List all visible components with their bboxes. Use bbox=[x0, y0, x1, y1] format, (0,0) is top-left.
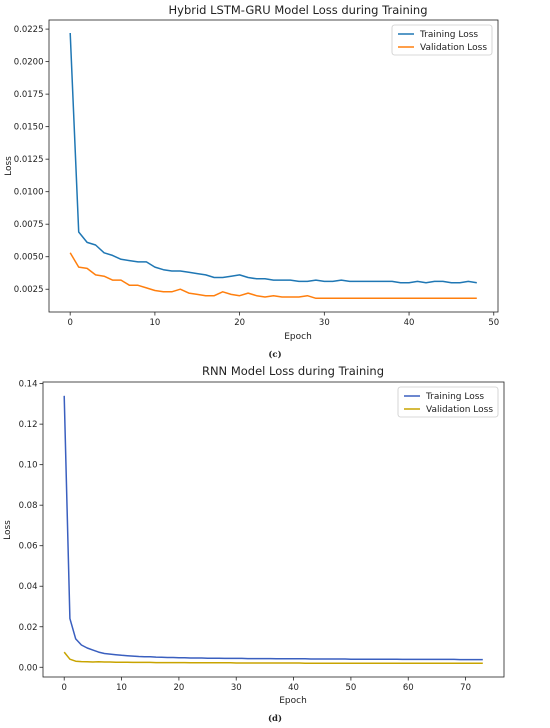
legend-box bbox=[391, 24, 493, 56]
plot-frame bbox=[48, 19, 499, 313]
y-tick-label: 0.12 bbox=[19, 420, 38, 430]
legend-box bbox=[397, 386, 499, 418]
chart-title: Hybrid LSTM-GRU Model Loss during Traini… bbox=[168, 3, 427, 17]
series-line-training-loss bbox=[69, 32, 477, 284]
legend-entry-label: Validation Loss bbox=[426, 405, 493, 415]
y-tick-label: 0.08 bbox=[19, 501, 38, 511]
x-tick-label: 30 bbox=[319, 318, 330, 328]
y-tick-label: 0.06 bbox=[19, 542, 38, 552]
x-tick-label: 60 bbox=[403, 683, 414, 693]
x-tick-label: 0 bbox=[67, 318, 72, 328]
x-axis-ticks: 0 10 20 30 40 50 bbox=[67, 312, 499, 328]
series-group bbox=[69, 32, 477, 300]
chart-hybrid-lstm-gru: Hybrid LSTM-GRU Model Loss during Traini… bbox=[4, 3, 499, 360]
y-axis-label: Loss bbox=[4, 156, 14, 176]
x-axis-ticks: 0 10 20 30 40 50 60 70 bbox=[62, 677, 471, 693]
series-line-validation-loss bbox=[63, 651, 483, 664]
x-tick-label: 20 bbox=[173, 683, 184, 693]
legend-entry-label: Validation Loss bbox=[420, 43, 487, 53]
x-tick-label: 50 bbox=[488, 318, 499, 328]
y-tick-label: 0.00 bbox=[19, 663, 38, 673]
y-tick-label: 0.0100 bbox=[14, 188, 44, 198]
x-axis-label: Epoch bbox=[284, 332, 312, 342]
x-tick-label: 40 bbox=[404, 318, 415, 328]
y-tick-label: 0.0225 bbox=[14, 25, 44, 35]
y-axis-label: Loss bbox=[3, 520, 13, 540]
y-tick-label: 0.0025 bbox=[14, 285, 44, 295]
y-tick-label: 0.02 bbox=[19, 623, 38, 633]
y-tick-label: 0.0200 bbox=[14, 58, 44, 68]
y-tick-label: 0.0125 bbox=[14, 155, 44, 165]
x-tick-label: 10 bbox=[116, 683, 127, 693]
x-tick-label: 50 bbox=[345, 683, 356, 693]
legend: Training Loss Validation Loss bbox=[391, 24, 493, 56]
y-tick-label: 0.10 bbox=[19, 461, 38, 471]
legend-entry-label: Training Loss bbox=[419, 30, 478, 40]
figure-caption: (c) bbox=[268, 349, 281, 360]
chart-rnn: RNN Model Loss during Training 0 10 20 30 40… bbox=[3, 364, 505, 724]
x-tick-label: 10 bbox=[149, 318, 160, 328]
y-tick-label: 0.0175 bbox=[14, 90, 44, 100]
y-tick-label: 0.0075 bbox=[14, 220, 44, 230]
y-axis-ticks: 0.00 0.02 0.04 0.06 0.08 0.10 0.12 0.14 bbox=[19, 380, 43, 673]
chart-title: RNN Model Loss during Training bbox=[202, 364, 384, 378]
series-line-training-loss bbox=[63, 395, 483, 661]
legend: Training Loss Validation Loss bbox=[397, 386, 499, 418]
series-line-validation-loss bbox=[69, 252, 477, 300]
figure-caption: (d) bbox=[268, 713, 282, 724]
plot-frame bbox=[42, 381, 505, 678]
y-tick-label: 0.14 bbox=[19, 380, 38, 390]
x-tick-label: 40 bbox=[288, 683, 299, 693]
y-tick-label: 0.0150 bbox=[14, 123, 44, 133]
series-group bbox=[63, 395, 483, 664]
y-tick-label: 0.04 bbox=[19, 582, 38, 592]
y-axis-ticks: 0.0025 0.0050 0.0075 0.0100 0.0125 0.0150 0.01… bbox=[14, 25, 49, 295]
x-tick-label: 0 bbox=[62, 683, 67, 693]
x-tick-label: 20 bbox=[234, 318, 245, 328]
y-tick-label: 0.0050 bbox=[14, 253, 44, 263]
x-axis-label: Epoch bbox=[279, 696, 307, 706]
x-tick-label: 70 bbox=[460, 683, 471, 693]
x-tick-label: 30 bbox=[231, 683, 242, 693]
legend-entry-label: Training Loss bbox=[425, 392, 484, 402]
